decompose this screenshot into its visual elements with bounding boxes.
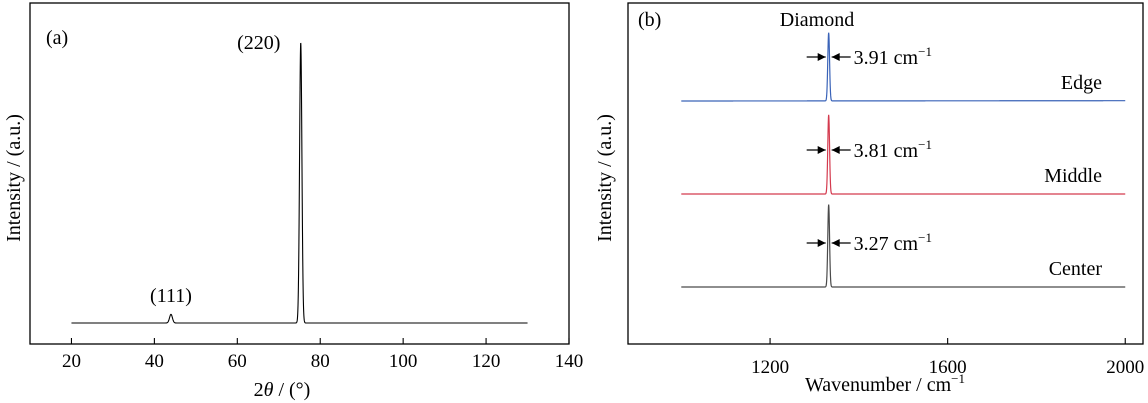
series-name-center: Center [1049,258,1103,280]
fwhm-arrowhead-right [831,146,840,154]
raman-series-center: Center 3.27 cm−1 [681,204,1126,288]
panel-b-x-ticks: 1200 1600 2000 [751,338,1144,378]
raman-series-edge: Edge 3.91 cm−1 [681,32,1126,102]
fwhm-arrowhead-right [831,239,840,247]
panel-b-x-axis-label: Wavenumber / cm−1 [805,371,965,396]
series-name-edge: Edge [1061,72,1102,94]
raman-line-center [681,204,1126,288]
fwhm-label-center: 3.27 cm−1 [854,230,932,255]
panel-a-xrd-line [71,42,528,324]
panel-a-x-tick-label: 20 [62,351,81,372]
raman-series-middle: Middle 3.81 cm−1 [681,114,1126,195]
peak-label-220: (220) [237,32,280,54]
peak-label-111: (111) [150,285,192,307]
panel-b-frame [627,2,1144,345]
fwhm-arrowhead-left [817,239,826,247]
fwhm-arrowhead-left [817,53,826,61]
panel-a-x-tick-label: 40 [145,351,164,372]
fwhm-label-edge: 3.91 cm−1 [854,44,932,69]
fwhm-label-middle: 3.81 cm−1 [854,137,932,162]
panel-b-y-axis-label: Intensity / (a.u.) [594,114,616,242]
panel-b-x-tick-label: 1600 [929,357,967,378]
raman-line-middle [681,114,1126,195]
panel-b-title: Diamond [780,9,854,31]
fwhm-arrowhead-right [831,53,840,61]
panel-a-x-ticks: 20 40 60 80 100 120 140 [62,338,583,372]
panel-b: (b) Diamond 1200 1600 2000 Edge 3.91 cm−1 Mi… [594,2,1144,396]
panel-a-x-tick-label: 120 [472,351,501,372]
panel-b-x-tick-label: 2000 [1106,357,1144,378]
raman-line-edge [681,32,1126,102]
panel-a-x-axis-label: 2θ / (°) [254,379,311,401]
panel-a-x-tick-label: 140 [555,351,584,372]
fwhm-arrowhead-left [817,146,826,154]
panel-b-x-tick-label: 1200 [751,357,789,378]
panel-a-y-axis-label: Intensity / (a.u.) [3,114,25,242]
panel-a-x-tick-label: 60 [228,351,247,372]
panel-a-frame [29,2,570,345]
panel-a-label: (a) [46,27,68,49]
panel-b-label: (b) [638,9,661,31]
panel-a-x-tick-label: 80 [311,351,330,372]
panel-a: (a) 20 40 60 80 100 120 140 (111) (220) 2θ / (… [3,2,583,401]
series-name-middle: Middle [1044,165,1102,187]
panel-b-series: Edge 3.91 cm−1 Middle 3.81 cm−1 Center 3.27 c… [681,32,1126,288]
panel-a-x-tick-label: 100 [389,351,418,372]
